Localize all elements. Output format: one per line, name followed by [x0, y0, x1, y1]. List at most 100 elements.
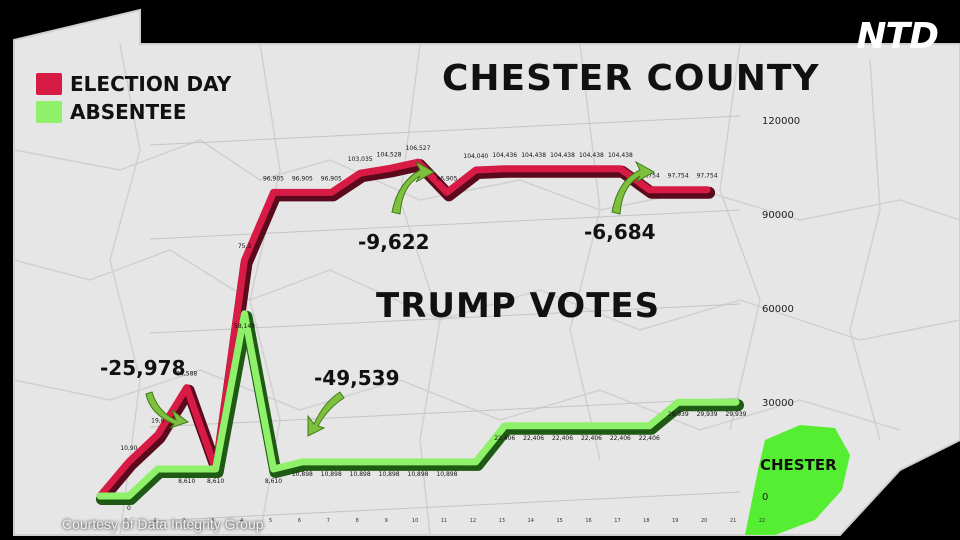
legend-item-absentee: ABSENTEE: [36, 100, 187, 124]
legend-swatch-election-day: [36, 73, 62, 95]
data-point: [329, 190, 333, 194]
data-label: 104,438: [550, 152, 575, 159]
data-point: [618, 167, 622, 171]
annotation-election-drop-2: -9,622: [358, 230, 430, 254]
data-label: 10,898: [321, 471, 342, 478]
x-tick-label: 14: [528, 518, 534, 524]
data-point: [98, 494, 102, 498]
data-label: 96,905: [436, 175, 457, 182]
data-label: 104,436: [492, 152, 517, 159]
series-line-shadow: [96, 159, 716, 505]
data-point: [358, 460, 362, 464]
data-point: [156, 467, 160, 471]
x-tick-label: 16: [585, 518, 591, 524]
y-tick-label: 90000: [762, 210, 794, 221]
chart-subtitle: TRUMP VOTES: [376, 286, 661, 326]
data-point: [127, 494, 131, 498]
data-point: [271, 467, 275, 471]
annotation-arrow-icon: [391, 160, 436, 215]
x-tick-label: 17: [614, 518, 620, 524]
data-point: [647, 188, 651, 192]
data-point: [532, 424, 536, 428]
x-tick-label: 3: [211, 518, 214, 524]
x-tick-label: 12: [470, 518, 476, 524]
data-point: [387, 460, 391, 464]
data-label: 104,438: [608, 152, 633, 159]
data-point: [185, 467, 189, 471]
y-tick-label: 0: [762, 492, 768, 503]
data-label: 96,905: [292, 175, 313, 182]
data-label: 22,406: [552, 435, 573, 442]
data-label: 22,406: [639, 435, 660, 442]
legend-swatch-absentee: [36, 101, 62, 123]
x-tick-label: 20: [701, 518, 707, 524]
data-label: 75,3: [238, 243, 252, 250]
series-line-election-day: [96, 158, 711, 500]
y-tick-label: 60000: [762, 304, 794, 315]
data-point: [676, 400, 680, 404]
x-tick-label: 5: [269, 518, 272, 524]
data-label: 19,6: [151, 418, 165, 425]
data-label: 29,939: [726, 411, 747, 418]
data-label: 96,905: [321, 175, 342, 182]
annotation-arrows: [145, 160, 656, 437]
data-label: 104,438: [579, 152, 604, 159]
x-tick-label: 15: [556, 518, 562, 524]
data-point: [214, 467, 218, 471]
annotation-arrow-icon: [145, 391, 190, 429]
annotation-absentee-drop: -49,539: [314, 366, 400, 390]
data-point: [503, 167, 507, 171]
data-point: [589, 167, 593, 171]
data-label: 29,939: [697, 411, 718, 418]
data-point: [503, 424, 507, 428]
data-point: [561, 167, 565, 171]
x-tick-label: 10: [412, 518, 418, 524]
legend-label-election-day: ELECTION DAY: [70, 72, 232, 96]
x-tick-label: 2: [182, 518, 185, 524]
annotation-election-drop-1: -25,978: [100, 356, 186, 380]
y-axis-ticks: 0 30000 60000 90000 120000: [762, 116, 800, 503]
data-point: [416, 460, 420, 464]
data-point: [156, 433, 160, 437]
data-label: 10,898: [350, 471, 371, 478]
data-point: [185, 386, 189, 390]
data-point: [445, 460, 449, 464]
x-tick-label: 7: [327, 518, 330, 524]
data-label: 22,406: [610, 435, 631, 442]
data-point: [387, 166, 391, 170]
county-label: CHESTER: [760, 456, 837, 474]
gridline: [149, 209, 741, 240]
data-point: [329, 460, 333, 464]
gridline: [149, 491, 741, 522]
data-label: 22,406: [523, 435, 544, 442]
x-tick-label: 9: [385, 518, 388, 524]
x-tick-label: 13: [499, 518, 505, 524]
data-point: [705, 188, 709, 192]
data-label: 106,527: [406, 145, 431, 152]
data-point: [271, 190, 275, 194]
data-point: [561, 424, 565, 428]
data-label: 97,754: [697, 173, 718, 180]
data-label: 10,898: [379, 471, 400, 478]
data-point: [734, 400, 738, 404]
data-label: 8,610: [178, 478, 195, 485]
chart-title: CHESTER COUNTY: [442, 58, 820, 99]
data-point: [474, 460, 478, 464]
data-point: [300, 190, 304, 194]
data-label: 0: [127, 505, 131, 512]
data-point: [445, 190, 449, 194]
credit-text: Courtesy of Data Integrity Group: [62, 516, 264, 532]
data-label: 22,406: [581, 435, 602, 442]
data-point: [243, 312, 247, 316]
ntd-logo: NTD: [856, 16, 939, 57]
data-labels: 10,90 19,6 34,588 75,3 96,905 96,905 96,905 103…: [98, 145, 747, 512]
data-label: 104,040: [463, 153, 488, 160]
x-tick-label: 4: [240, 518, 243, 524]
county-borders: [13, 43, 960, 536]
data-label: 10,898: [292, 471, 313, 478]
data-point: [474, 168, 478, 172]
data-label: 29,939: [668, 411, 689, 418]
data-label: 104,528: [377, 151, 402, 158]
legend-item-election-day: ELECTION DAY: [36, 72, 231, 96]
